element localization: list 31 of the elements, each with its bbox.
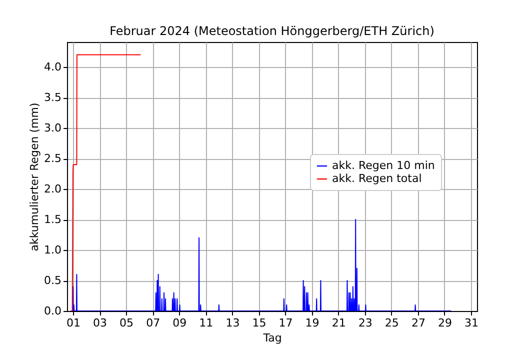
y-tick-label: 3.0 (44, 122, 62, 135)
y-tick-label: 4.0 (44, 60, 62, 74)
x-tick-label: 21 (332, 316, 346, 330)
y-tick-label: 0.0 (44, 304, 62, 318)
x-tick-label: 11 (199, 316, 214, 330)
y-tick-label: 2.0 (44, 182, 62, 196)
x-tick-label: 09 (172, 316, 187, 330)
x-tick-label: 15 (252, 316, 266, 330)
y-tick-label: 3.5 (44, 91, 62, 104)
line-series (70, 54, 142, 311)
x-tick-label: 29 (438, 316, 452, 330)
x-tick-label: 05 (120, 316, 134, 330)
x-tick-label: 31 (464, 316, 479, 330)
x-tick-label: 01 (66, 316, 80, 330)
y-tick-label: 2.5 (44, 152, 62, 166)
x-tick-label: 07 (146, 316, 160, 330)
legend-label: akk. Regen 10 min (332, 159, 435, 172)
y-tick-label: 1.5 (44, 213, 62, 226)
y-tick-label: 0.5 (44, 274, 62, 287)
x-tick-label: 23 (358, 316, 372, 330)
x-tick-label: 17 (278, 316, 293, 330)
y-tick-label: 1.0 (44, 244, 62, 256)
legend-label: akk. Regen total (332, 172, 422, 185)
x-tick-label: 27 (411, 316, 426, 330)
chart-title: Februar 2024 (Meteostation Hönggerberg/ETH Zürich) (110, 24, 434, 38)
x-tick-label: 19 (305, 316, 320, 330)
x-axis-title: Tag (262, 332, 282, 344)
x-tick-label: 13 (226, 316, 240, 330)
x-tick-label: 25 (384, 316, 399, 330)
x-tick-label: 03 (93, 316, 108, 330)
y-axis-title: akkumulierter Regen (mm) (28, 102, 42, 252)
